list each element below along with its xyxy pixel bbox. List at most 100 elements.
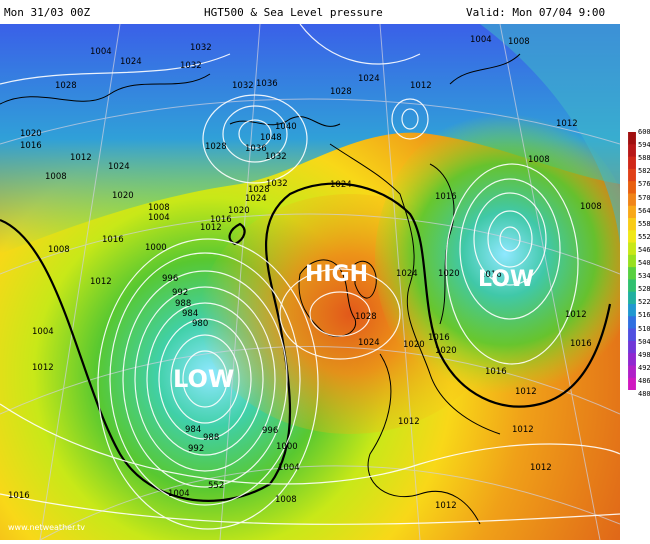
scale-swatch (628, 193, 636, 207)
isobar-label: 1036 (256, 79, 278, 89)
run-time: Mon 31/03 00Z (4, 6, 91, 19)
isobar-label: 1004 (32, 327, 54, 337)
isobar-label: 1032 (190, 43, 212, 53)
scale-label: 498 (638, 350, 650, 359)
scale-label: 594 (638, 141, 650, 150)
isobar-label: 992 (188, 444, 204, 454)
isobar-label: 1012 (515, 387, 537, 397)
isobar-label: 1028 (330, 87, 352, 97)
chart-title: HGT500 & Sea Level pressure (204, 6, 383, 19)
isobar-label: 1024 (358, 338, 380, 348)
isobar-label: 1032 (232, 81, 254, 91)
scale-label: 576 (638, 180, 650, 189)
isobar-label: 1012 (565, 310, 587, 320)
pressure-systems: HIGH LOW LOW (173, 262, 534, 393)
isobar-label: 1016 (570, 339, 592, 349)
isobars (0, 24, 620, 530)
isobar-label: 1004 (148, 213, 170, 223)
isobar-label: 1020 (435, 346, 457, 356)
isobar-label: 1012 (410, 81, 432, 91)
isobar-label: 988 (203, 433, 219, 443)
scale-label: 504 (638, 337, 650, 346)
isobar-label: 1032 (265, 152, 287, 162)
scale-swatch (628, 132, 636, 145)
scale-label: 510 (638, 324, 650, 333)
isobar-label: 1032 (266, 179, 288, 189)
isobar-label: 984 (182, 309, 198, 319)
isobar-label: 1024 (120, 57, 142, 67)
scale-label: 528 (638, 285, 650, 294)
isobar-label: 1016 (8, 491, 30, 501)
scale-swatch (628, 291, 636, 305)
scale-swatch (628, 242, 636, 256)
isobar-label: 996 (262, 426, 278, 436)
isobar-label: 992 (172, 288, 188, 298)
isobar-label: 1016 (428, 333, 450, 343)
scale-label: 480 (638, 390, 650, 398)
isobar-label: 1024 (108, 162, 130, 172)
isobar-label: 996 (162, 274, 178, 284)
scale-swatch (628, 328, 636, 342)
scale-label: 492 (638, 363, 650, 372)
isobar-label: 1016 (210, 215, 232, 225)
scale-label: 540 (638, 259, 650, 267)
isobar-label: 1016 (20, 141, 42, 151)
isobar-label: 1012 (512, 425, 534, 435)
isobar-label: 1012 (70, 153, 92, 163)
isobar-label: 1012 (200, 223, 222, 233)
isobar-label: 1024 (358, 74, 380, 84)
scale-label: 564 (638, 206, 650, 215)
isobar-label: 1004 (90, 47, 112, 57)
scale-swatch (628, 377, 636, 390)
isobar-label: 1008 (48, 245, 70, 255)
isobar-label: 1016 (480, 270, 502, 280)
scale-label: 558 (638, 219, 650, 228)
high-label: HIGH (305, 262, 368, 287)
chart-header: Mon 31/03 00Z HGT500 & Sea Level pressur… (0, 0, 650, 24)
north-east-cold-region (480, 24, 620, 244)
scale-swatch (628, 181, 636, 194)
scale-swatch (628, 267, 636, 280)
isobar-label: 1020 (438, 269, 460, 279)
isobar-label: 1032 (180, 61, 202, 71)
isobar-label: 1024 (245, 194, 267, 204)
isobar-label: 1016 (435, 192, 457, 202)
isobar-label: 1016 (102, 235, 124, 245)
isobar-labels: 1004 1024 1032 1032 1028 1020 1016 1012 … (8, 35, 602, 511)
isobar-label: 1028 (355, 312, 377, 322)
scale-swatch (628, 304, 636, 317)
scale-swatch (628, 205, 636, 219)
isobar-label: 1020 (403, 340, 425, 350)
isobar-label: 980 (192, 319, 208, 329)
isobar-label: 1012 (530, 463, 552, 473)
scale-swatch (628, 353, 636, 366)
height-colour-scale: 600 594 588 582 576 570 564 558 552 546 540 534 528 5… (622, 128, 650, 414)
scale-label: 582 (638, 167, 650, 176)
isobar-label: 1012 (556, 119, 578, 129)
isobar-label: 1008 (275, 495, 297, 505)
scale-label: 600 (638, 128, 650, 136)
low-label-atlantic: LOW (173, 365, 234, 393)
isobar-label: 1012 (90, 277, 112, 287)
pressure-map: 1004 1024 1032 1032 1028 1020 1016 1012 … (0, 24, 620, 540)
isobar-label: 1008 (508, 37, 530, 47)
isobar-label: 1000 (276, 442, 298, 452)
scale-swatch (628, 316, 636, 330)
scale-swatch (628, 168, 636, 182)
isobar-label: 1028 (55, 81, 77, 91)
cold-north-region (0, 24, 620, 254)
isobar-label: 984 (185, 425, 201, 435)
isobar-label: 1004 (168, 489, 190, 499)
scale-swatch (628, 254, 636, 268)
scale-swatch (628, 340, 636, 354)
scale-label: 588 (638, 154, 650, 163)
isobar-label: 1048 (260, 133, 282, 143)
isobar-label: 1008 (148, 203, 170, 213)
isobar-label: 1008 (580, 202, 602, 212)
coastlines (0, 53, 521, 525)
isobar-label: 1016 (485, 367, 507, 377)
scale-label: 522 (638, 298, 650, 307)
isobar-label: 1008 (528, 155, 550, 165)
isobar-label: 1020 (20, 129, 42, 139)
scale-swatch (628, 230, 636, 244)
